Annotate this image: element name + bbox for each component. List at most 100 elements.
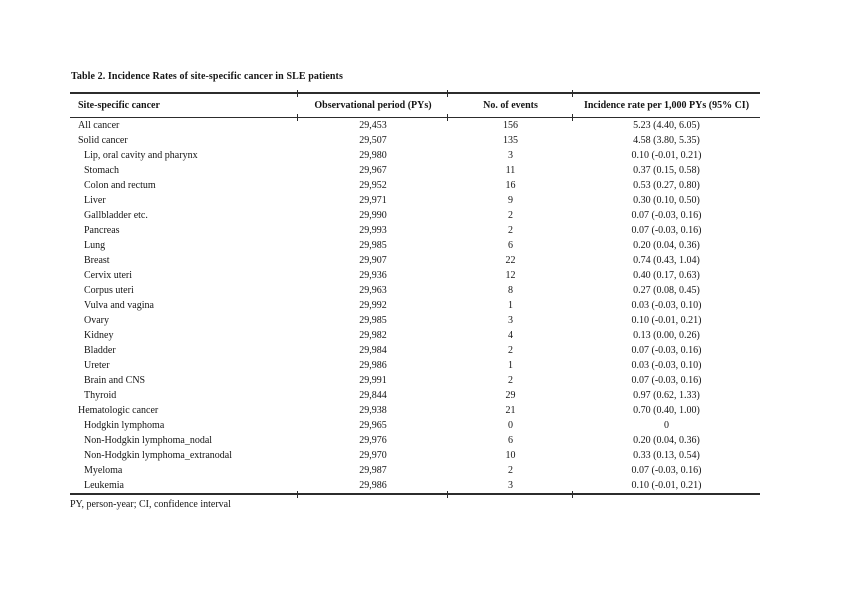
no-of-events-cell: 1 [508, 360, 513, 371]
table-row: Lung 29,985 6 0.20 (0.04, 0.36) [70, 238, 760, 253]
no-of-events-cell: 156 [503, 120, 518, 131]
observational-period-cell: 29,987 [359, 465, 387, 476]
site-specific-cancer-cell: Thyroid [84, 390, 117, 401]
table-row: Hodgkin lymphoma 29,965 0 0 [70, 418, 760, 433]
site-specific-cancer-cell: Bladder [84, 345, 116, 356]
table-footnote: PY, person-year; CI, confidence interval [70, 499, 231, 510]
table-header: Site-specific cancer Observational perio… [70, 93, 760, 118]
incidence-rate-cell: 0.74 (0.43, 1.04) [633, 255, 700, 266]
observational-period-cell: 29,992 [359, 300, 387, 311]
observational-period-cell: 29,980 [359, 150, 387, 161]
no-of-events-cell: 9 [508, 195, 513, 206]
no-of-events-cell: 3 [508, 150, 513, 161]
site-specific-cancer-cell: Lung [84, 240, 106, 251]
no-of-events-cell: 135 [503, 135, 518, 146]
no-of-events-cell: 1 [508, 300, 513, 311]
table-row: Liver 29,971 9 0.30 (0.10, 0.50) [70, 193, 760, 208]
table-row: Leukemia 29,986 3 0.10 (-0.01, 0.21) [70, 478, 760, 494]
header-row: Site-specific cancer Observational perio… [70, 93, 760, 118]
no-of-events-cell: 2 [508, 345, 513, 356]
no-of-events-cell: 6 [508, 240, 513, 251]
site-specific-cancer-cell: Vulva and vagina [84, 300, 154, 311]
incidence-rate-cell: 0.07 (-0.03, 0.16) [631, 345, 702, 356]
no-of-events-cell: 22 [505, 255, 516, 266]
incidence-rate-cell: 0.07 (-0.03, 0.16) [631, 210, 702, 221]
table-row: Gallbladder etc. 29,990 2 0.07 (-0.03, 0… [70, 208, 760, 223]
site-specific-cancer-cell: Solid cancer [78, 135, 128, 146]
table-row: Ovary 29,985 3 0.10 (-0.01, 0.21) [70, 313, 760, 328]
site-specific-cancer-cell: Pancreas [84, 225, 120, 236]
table-row: Corpus uteri 29,963 8 0.27 (0.08, 0.45) [70, 283, 760, 298]
table-row: Cervix uteri 29,936 12 0.40 (0.17, 0.63) [70, 268, 760, 283]
incidence-rate-cell: 4.58 (3.80, 5.35) [633, 135, 700, 146]
observational-period-cell: 29,993 [359, 225, 387, 236]
site-specific-cancer-cell: Myeloma [84, 465, 123, 476]
site-specific-cancer-cell: Ureter [84, 360, 110, 371]
incidence-rate-table: Site-specific cancer Observational perio… [70, 90, 760, 498]
table-row: Vulva and vagina 29,992 1 0.03 (-0.03, 0… [70, 298, 760, 313]
site-specific-cancer-cell: Colon and rectum [84, 180, 156, 191]
no-of-events-cell: 12 [505, 270, 516, 281]
table-row: Breast 29,907 22 0.74 (0.43, 1.04) [70, 253, 760, 268]
table-row: Myeloma 29,987 2 0.07 (-0.03, 0.16) [70, 463, 760, 478]
incidence-rate-cell: 5.23 (4.40, 6.05) [633, 120, 700, 131]
table-row: All cancer 29,453 156 5.23 (4.40, 6.05) [70, 118, 760, 134]
no-of-events-cell: 2 [508, 465, 513, 476]
observational-period-cell: 29,965 [359, 420, 387, 431]
site-specific-cancer-cell: Hodgkin lymphoma [84, 420, 165, 431]
site-specific-cancer-cell: Kidney [84, 330, 114, 341]
table-title: Table 2. Incidence Rates of site-specifi… [71, 71, 343, 82]
no-of-events-cell: 8 [508, 285, 513, 296]
table-row: Thyroid 29,844 29 0.97 (0.62, 1.33) [70, 388, 760, 403]
site-specific-cancer-cell: All cancer [78, 120, 120, 131]
table-row: Non-Hodgkin lymphoma_nodal 29,976 6 0.20… [70, 433, 760, 448]
incidence-rate-cell: 0.70 (0.40, 1.00) [633, 405, 700, 416]
table-body: All cancer 29,453 156 5.23 (4.40, 6.05) … [70, 118, 760, 495]
site-specific-cancer-cell: Brain and CNS [84, 375, 146, 386]
no-of-events-cell: 11 [505, 165, 516, 176]
column-boundary-tick [447, 491, 448, 498]
table-row: Pancreas 29,993 2 0.07 (-0.03, 0.16) [70, 223, 760, 238]
incidence-rate-cell: 0.03 (-0.03, 0.10) [631, 300, 702, 311]
incidence-rate-cell: 0.13 (0.00, 0.26) [633, 330, 700, 341]
incidence-table: Site-specific cancer Observational perio… [70, 92, 760, 495]
no-of-events-cell: 3 [508, 480, 513, 491]
observational-period-cell: 29,844 [359, 390, 387, 401]
observational-period-cell: 29,982 [359, 330, 387, 341]
table-row: Brain and CNS 29,991 2 0.07 (-0.03, 0.16… [70, 373, 760, 388]
observational-period-cell: 29,991 [359, 375, 387, 386]
no-of-events-cell: 3 [508, 315, 513, 326]
no-of-events-cell: 2 [508, 210, 513, 221]
no-of-events-cell: 6 [508, 435, 513, 446]
incidence-rate-cell: 0.10 (-0.01, 0.21) [631, 315, 702, 326]
incidence-rate-cell: 0 [664, 420, 669, 431]
no-of-events-cell: 21 [505, 405, 516, 416]
site-specific-cancer-cell: Corpus uteri [84, 285, 134, 296]
observational-period-cell: 29,985 [359, 315, 387, 326]
observational-period-cell: 29,963 [359, 285, 387, 296]
no-of-events-cell: 10 [505, 450, 516, 461]
col-header-no-of-events: No. of events [448, 93, 573, 118]
site-specific-cancer-cell: Stomach [84, 165, 119, 176]
observational-period-cell: 29,985 [359, 240, 387, 251]
column-boundary-tick [297, 114, 298, 121]
table-row: Lip, oral cavity and pharynx 29,980 3 0.… [70, 148, 760, 163]
site-specific-cancer-cell: Non-Hodgkin lymphoma_nodal [84, 435, 213, 446]
table-row: Colon and rectum 29,952 16 0.53 (0.27, 0… [70, 178, 760, 193]
column-boundary-tick [297, 90, 298, 97]
incidence-rate-cell: 0.53 (0.27, 0.80) [633, 180, 700, 191]
incidence-rate-cell: 0.33 (0.13, 0.54) [633, 450, 700, 461]
table-row: Hematologic cancer 29,938 21 0.70 (0.40,… [70, 403, 760, 418]
observational-period-cell: 29,971 [359, 195, 387, 206]
col-header-observational-period: Observational period (PYs) [298, 93, 448, 118]
observational-period-cell: 29,967 [359, 165, 387, 176]
observational-period-cell: 29,952 [359, 180, 387, 191]
site-specific-cancer-cell: Non-Hodgkin lymphoma_extranodal [84, 450, 233, 461]
column-boundary-tick [572, 90, 573, 97]
incidence-rate-cell: 0.07 (-0.03, 0.16) [631, 225, 702, 236]
observational-period-cell: 29,986 [359, 360, 387, 371]
site-specific-cancer-cell: Cervix uteri [84, 270, 133, 281]
observational-period-cell: 29,453 [359, 120, 387, 131]
observational-period-cell: 29,976 [359, 435, 387, 446]
